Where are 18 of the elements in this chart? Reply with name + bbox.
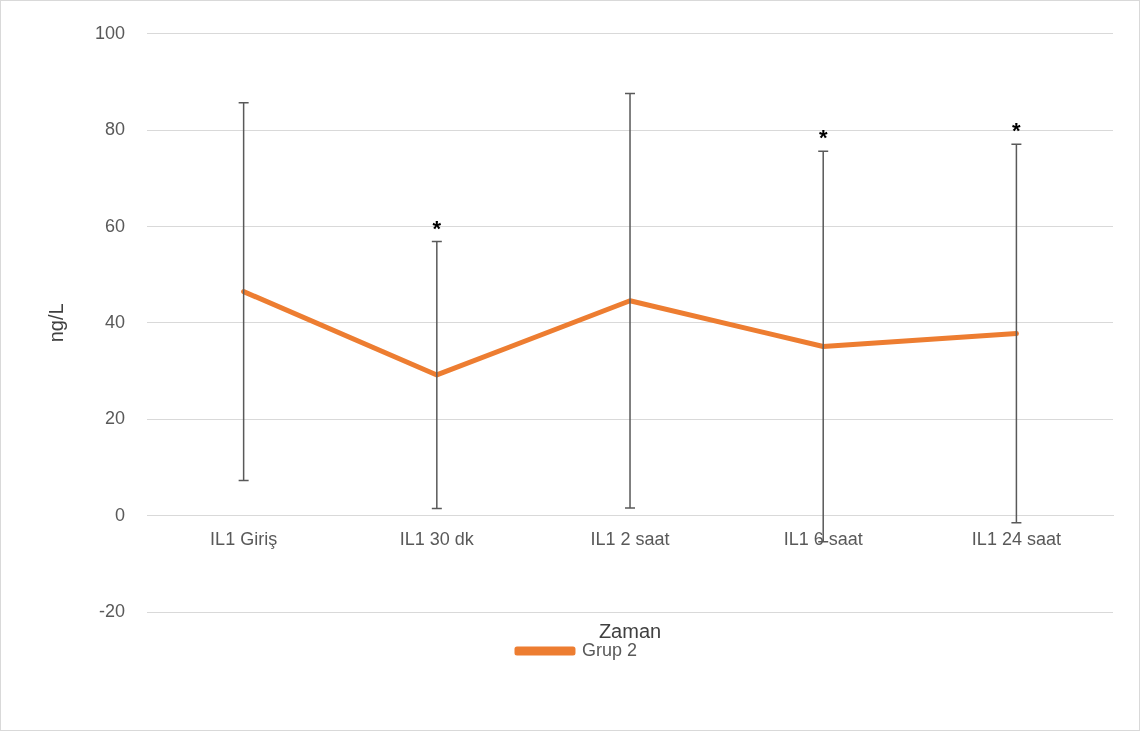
x-tick-label: IL1 Giriş: [210, 529, 278, 550]
y-axis-title: ng/L: [44, 303, 67, 343]
annotation: *: [818, 125, 828, 151]
x-tick-label: IL1 6 saat: [783, 529, 863, 550]
y-tick-label: -20: [99, 600, 126, 621]
y-tick-label: 80: [105, 119, 126, 140]
y-tick-label: 40: [105, 311, 126, 332]
y-tick-label: 100: [94, 22, 126, 43]
x-tick-label: IL1 30 dk: [399, 529, 475, 550]
y-tick-label: 0: [115, 504, 126, 525]
legend-label: Grup 2: [581, 639, 638, 660]
x-axis-title: Zaman: [598, 619, 662, 642]
y-tick-label: 60: [105, 215, 126, 236]
x-tick-label: IL1 2 saat: [590, 529, 670, 550]
annotation: *: [432, 215, 442, 241]
y-tick-label: 20: [105, 408, 126, 429]
x-tick-label: IL1 24 saat: [971, 529, 1061, 550]
annotation: *: [1012, 118, 1022, 144]
